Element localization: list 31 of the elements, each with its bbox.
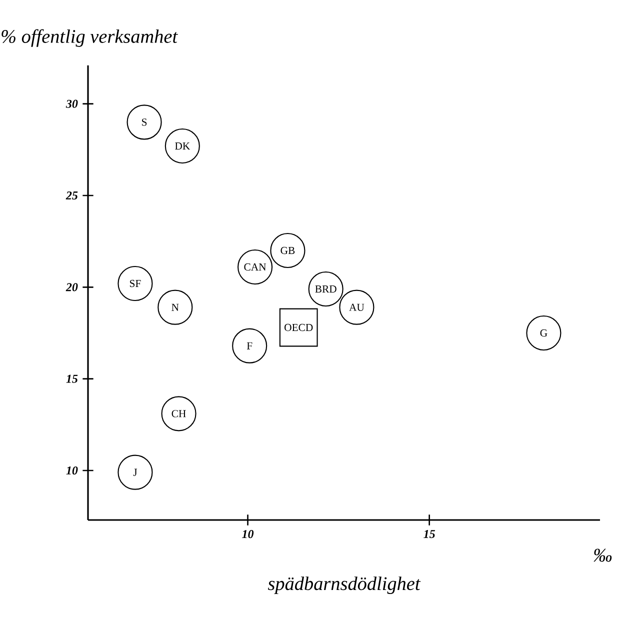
point bbox=[270, 232, 306, 268]
annotation: G bbox=[540, 329, 548, 337]
annotation: F bbox=[246, 342, 252, 350]
point bbox=[232, 328, 268, 364]
point bbox=[158, 290, 193, 325]
y-tick-label: 15 bbox=[66, 374, 78, 383]
annotation: CH bbox=[172, 410, 186, 418]
annotation: OECD bbox=[284, 324, 313, 332]
y-tick-label: 30 bbox=[66, 100, 78, 108]
annotation: CAN bbox=[244, 263, 266, 271]
y-axis-title: % offentlig verksamhet bbox=[2, 29, 178, 47]
point bbox=[339, 290, 374, 325]
annotation: BRD bbox=[315, 285, 336, 292]
y-tick-label: 10 bbox=[66, 466, 78, 475]
annotation: GB bbox=[280, 246, 295, 254]
text: ‰ bbox=[594, 548, 612, 562]
point bbox=[164, 128, 200, 164]
y-tick-label: 20 bbox=[66, 283, 78, 292]
annotation: AU bbox=[349, 304, 364, 311]
annotation: N bbox=[172, 304, 179, 311]
y-tick-label: 25 bbox=[66, 191, 78, 200]
point bbox=[118, 454, 153, 490]
point bbox=[161, 396, 196, 432]
point bbox=[526, 315, 562, 351]
annotation: DK bbox=[175, 142, 190, 150]
point bbox=[126, 104, 162, 140]
annotation: S bbox=[142, 118, 147, 126]
point bbox=[118, 266, 153, 302]
annotation: J bbox=[133, 468, 138, 476]
annotation: SF bbox=[130, 280, 141, 288]
x-axis-title: spädbarnsdödlighet bbox=[268, 576, 421, 594]
